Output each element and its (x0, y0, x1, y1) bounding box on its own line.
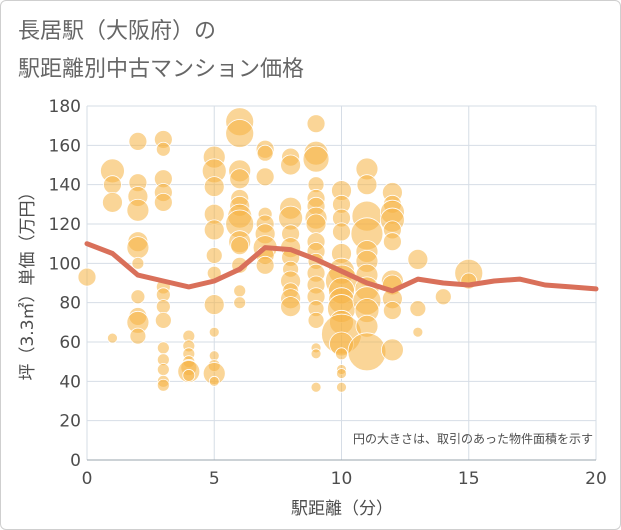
y-tick-label: 80 (59, 294, 81, 314)
y-tick-label: 40 (59, 372, 81, 392)
bubble-point (126, 198, 150, 222)
bubble-point (347, 332, 387, 372)
bubble-point (412, 326, 424, 338)
x-tick-label: 15 (458, 469, 480, 489)
bubble-point (382, 301, 402, 320)
bubble-point (336, 368, 347, 379)
x-axis-title: 駅距離（分） (291, 499, 393, 519)
bubble-point (225, 119, 255, 148)
bubble-point (155, 141, 171, 157)
bubble-point (208, 326, 220, 338)
bubble-point (208, 375, 220, 387)
bubble-point (380, 338, 404, 362)
bubble-point (205, 247, 223, 264)
trend-line (84, 241, 599, 294)
bubble-point (255, 255, 275, 275)
y-tick-label: 160 (49, 136, 81, 156)
bubble-point (153, 192, 173, 212)
y-tick-label: 60 (59, 333, 81, 353)
bubble-point (156, 363, 170, 376)
y-tick-label: 20 (59, 412, 81, 432)
bubble-point (102, 191, 123, 213)
bubble-point (307, 311, 325, 329)
bubble-point (356, 174, 378, 196)
bubble-point (77, 267, 97, 287)
bubble-point (280, 296, 302, 318)
bubble-point (203, 294, 225, 316)
bubble-point (131, 256, 145, 270)
bubble-point (409, 300, 427, 317)
bubble-point (302, 145, 330, 173)
bubble-point (156, 341, 170, 355)
chart-title-line-2: 駅距離別中古マンション価格 (18, 57, 304, 82)
bubble-point (434, 288, 452, 306)
bubble-point (203, 176, 225, 198)
bubble-point (126, 236, 150, 260)
bubble-point (103, 175, 122, 195)
bubble-point (130, 289, 146, 305)
bubble-point (256, 144, 274, 162)
y-tick-label: 180 (49, 97, 81, 117)
x-tick-label: 5 (209, 469, 220, 489)
bubble-point (306, 114, 326, 134)
bubble-point (182, 369, 196, 382)
bubble-point (280, 154, 302, 176)
bubble-point (129, 327, 147, 345)
bubble-size-note: 円の大きさは、取引のあった物件面積を示す (353, 431, 593, 446)
chart-title-line-1: 長居駅（大阪府）の (18, 19, 216, 44)
y-tick-label: 0 (70, 451, 81, 471)
bubble-point (332, 222, 351, 242)
bubble-point (229, 168, 251, 190)
y-axis-title: 坪（3.3㎡）単価（万円） (18, 183, 38, 380)
bubble-point (310, 348, 322, 360)
bubble-point (155, 299, 171, 315)
y-tick-label: 100 (49, 254, 81, 274)
x-tick-label: 10 (331, 469, 353, 489)
bubble-point (335, 347, 348, 361)
bubble-point (230, 236, 250, 256)
bubble-point (382, 232, 402, 252)
bubble-point (407, 248, 429, 270)
bubble-point (154, 311, 172, 329)
bubble-point (233, 284, 247, 298)
bubble-point (156, 378, 170, 392)
y-tick-label: 140 (49, 176, 81, 196)
grid-lines (86, 105, 597, 461)
bubble-series (77, 107, 484, 393)
bubble-point (310, 381, 322, 393)
bubble-point (107, 332, 118, 344)
x-tick-label: 0 (82, 469, 93, 489)
y-tick-label: 120 (49, 215, 81, 235)
bubble-point (233, 296, 247, 310)
bubble-point (305, 213, 327, 235)
trend-line-group (84, 241, 599, 294)
bubble-point (203, 219, 225, 241)
bubble-point (336, 381, 347, 393)
x-tick-label: 20 (585, 469, 607, 489)
bubble-point (128, 131, 148, 151)
bubble-point (255, 167, 275, 187)
axis-ticks: 0 20 40 60 80 100 120 140 160 180 0 5 10 15 20 (49, 97, 607, 489)
